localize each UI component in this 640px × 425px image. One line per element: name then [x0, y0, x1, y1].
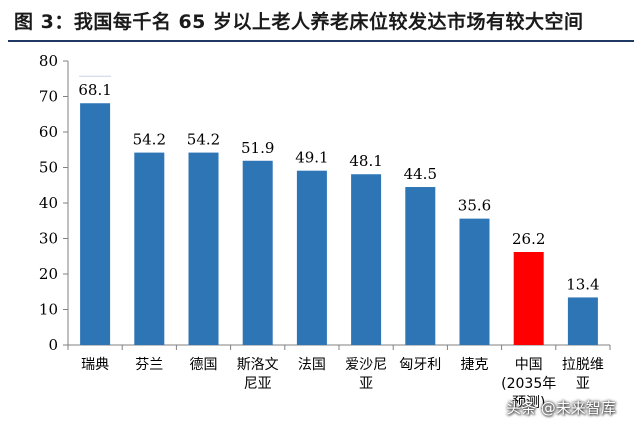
category-label: 瑞典 [81, 357, 109, 373]
bar-5 [296, 170, 327, 345]
category-label: 捷克 [461, 357, 489, 373]
y-tick-label: 20 [39, 265, 58, 283]
bar-2 [134, 152, 165, 345]
data-label: 54.2 [133, 131, 166, 149]
category-label-line: 捷克 [461, 357, 489, 373]
watermark: 头条 @未来智库 [506, 399, 616, 417]
data-label: 13.4 [566, 275, 599, 293]
data-label: 35.6 [458, 197, 491, 215]
category-label: 法国 [298, 357, 326, 373]
y-tick-label: 60 [39, 123, 58, 141]
y-tick-label: 80 [39, 52, 58, 70]
data-label: 54.2 [187, 131, 220, 149]
category-label-line: 匈牙利 [399, 357, 441, 373]
category-label-line: 斯洛文 [237, 357, 279, 373]
y-tick-label: 10 [39, 301, 58, 319]
category-label-line: 拉脱维 [562, 357, 604, 373]
data-label: 44.5 [404, 165, 437, 183]
category-label: 拉脱维亚 [562, 357, 604, 392]
bar-7 [405, 187, 436, 345]
data-label: 26.2 [512, 230, 545, 248]
category-label-line: 瑞典 [81, 357, 109, 373]
bar-8 [459, 218, 490, 345]
data-label: 48.1 [349, 152, 382, 170]
category-label: 芬兰 [135, 357, 163, 373]
category-label-line: 亚 [359, 376, 373, 392]
y-tick-label: 30 [39, 230, 58, 248]
category-label-line: 亚 [576, 376, 590, 392]
category-label-line: 法国 [298, 357, 326, 373]
bar-6 [351, 174, 382, 345]
category-label-line: 尼亚 [244, 376, 272, 392]
category-label-line: 德国 [190, 357, 218, 373]
bar-1 [80, 103, 111, 346]
data-label: 68.1 [78, 81, 111, 99]
category-label-line: 预测) [512, 395, 545, 411]
category-label: 中国 (2035年预测) [501, 357, 556, 411]
y-tick-label: 50 [39, 159, 58, 177]
data-label: 51.9 [241, 139, 274, 157]
bar-10 [567, 297, 598, 345]
title-underline [8, 40, 634, 42]
bar-9 [513, 251, 544, 345]
y-tick-label: 0 [48, 336, 58, 354]
data-label: 49.1 [295, 149, 328, 167]
bar-4 [242, 160, 273, 345]
category-label: 斯洛文尼亚 [237, 357, 279, 392]
category-label: 爱沙尼亚 [345, 357, 387, 392]
bar-3 [188, 152, 219, 345]
category-label-line: 爱沙尼 [345, 357, 387, 373]
y-tick-label: 70 [39, 88, 58, 106]
y-tick-label: 40 [39, 194, 58, 212]
category-label-line: 中国 [515, 357, 543, 373]
category-label: 德国 [190, 357, 218, 373]
category-label-line: 芬兰 [135, 357, 163, 373]
figure-title: 图 3：我国每千名 65 岁以上老人养老床位较发达市场有较大空间 [14, 10, 584, 33]
category-label: 匈牙利 [399, 357, 441, 373]
category-label-line: (2035年 [501, 376, 556, 392]
